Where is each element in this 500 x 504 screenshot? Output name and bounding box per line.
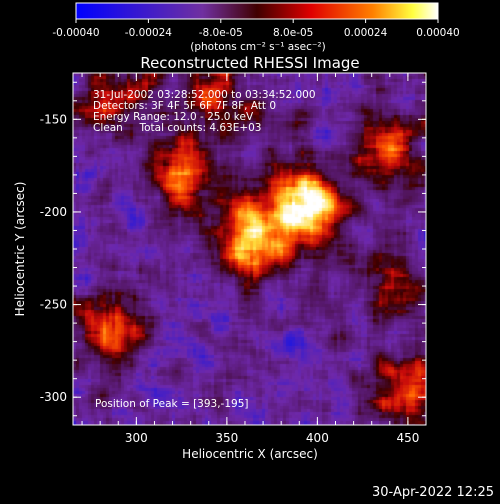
- footer-timestamp: 30-Apr-2022 12:25: [372, 485, 494, 500]
- colorbar-ticks: -0.00040 -0.00024 -8.0e-05 8.0e-05 0.00024 0.…: [52, 19, 460, 39]
- y-tick-label: -200: [40, 205, 67, 219]
- heatmap-image: [73, 73, 426, 425]
- annotation-total-counts: Clean Total counts: 4.63E+03: [93, 122, 262, 134]
- y-tick-label: -150: [40, 112, 67, 126]
- colorbar-tick-label: 8.0e-05: [273, 27, 313, 39]
- colorbar-gradient: [75, 2, 439, 20]
- y-axis-label: Heliocentric Y (arcsec): [13, 182, 27, 317]
- colorbar-unit-label: (photons cm⁻² s⁻¹ asec⁻²): [190, 41, 325, 53]
- plot-title: Reconstructed RHESSI Image: [140, 54, 359, 72]
- annotation-time-range: 31-Jul-2002 03:28:52.000 to 03:34:52.000: [93, 89, 316, 101]
- x-axis-label: Heliocentric X (arcsec): [182, 447, 318, 461]
- annotation-block: 31-Jul-2002 03:28:52.000 to 03:34:52.000…: [93, 89, 316, 134]
- colorbar: -0.00040 -0.00024 -8.0e-05 8.0e-05 0.00024 0.…: [52, 2, 460, 53]
- axis-ticks: 300 350 400 450 -150 -200 -250 -300: [40, 73, 427, 445]
- annotation-detectors: Detectors: 3F 4F 5F 6F 7F 8F, Att 0: [93, 100, 276, 112]
- x-tick-label: 400: [306, 431, 329, 445]
- colorbar-tick-label: -0.00040: [52, 27, 99, 39]
- y-tick-label: -300: [40, 390, 67, 404]
- y-tick-label: -250: [40, 298, 67, 312]
- peak-position-label: Position of Peak = [393,-195]: [95, 398, 249, 410]
- x-tick-label: 350: [215, 431, 238, 445]
- colorbar-tick-label: 0.00024: [344, 27, 388, 39]
- colorbar-tick-label: -0.00024: [125, 27, 173, 39]
- colorbar-tick-label: 0.00040: [416, 27, 459, 39]
- colorbar-tick-label: -8.0e-05: [199, 27, 243, 39]
- x-tick-label: 450: [396, 431, 419, 445]
- x-tick-label: 300: [125, 431, 148, 445]
- annotation-energy-range: Energy Range: 12.0 - 25.0 keV: [93, 111, 254, 123]
